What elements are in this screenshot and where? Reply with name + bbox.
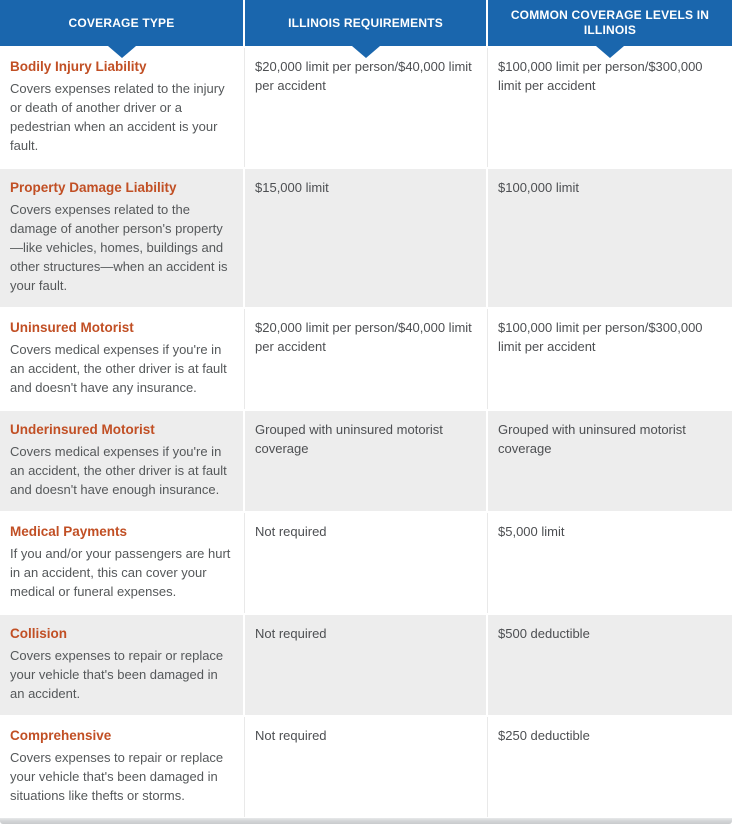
coverage-type-cell: Comprehensive Covers expenses to repair o… <box>0 717 243 817</box>
coverage-type-cell: Collision Covers expenses to repair or re… <box>0 615 243 715</box>
table-bottom-shadow <box>0 818 732 824</box>
illinois-requirement-cell: Grouped with uninsured motorist coverage <box>245 411 486 511</box>
table-row: Underinsured Motorist Covers medical expe… <box>0 411 732 511</box>
header-coverage-type: COVERAGE TYPE <box>0 0 243 58</box>
illinois-requirement-cell: $15,000 limit <box>245 169 486 307</box>
table-row: Uninsured Motorist Covers medical expense… <box>0 309 732 409</box>
table-row: Property Damage Liability Covers expenses… <box>0 169 732 307</box>
coverage-type-cell: Uninsured Motorist Covers medical expense… <box>0 309 243 409</box>
coverage-type-description: Covers expenses to repair or replace you… <box>10 750 224 803</box>
arrow-down-icon <box>107 46 136 58</box>
coverage-type-cell: Bodily Injury Liability Covers expenses r… <box>0 48 243 167</box>
arrow-down-icon <box>351 46 380 58</box>
coverage-type-title: Comprehensive <box>10 728 112 743</box>
coverage-type-title: Uninsured Motorist <box>10 320 134 335</box>
common-coverage-level-cell: $5,000 limit <box>488 513 732 613</box>
coverage-type-cell: Underinsured Motorist Covers medical expe… <box>0 411 243 511</box>
arrow-down-icon <box>596 46 624 58</box>
coverage-type-title: Medical Payments <box>10 524 128 539</box>
coverage-type-description: If you and/or your passengers are hurt i… <box>10 546 231 599</box>
illinois-requirement-cell: $20,000 limit per person/$40,000 limit p… <box>245 48 486 167</box>
coverage-type-cell: Property Damage Liability Covers expenses… <box>0 169 243 307</box>
table-row: Medical Payments If you and/or your passe… <box>0 513 732 613</box>
common-coverage-level-cell: Grouped with uninsured motorist coverage <box>488 411 732 511</box>
coverage-type-title: Collision <box>10 626 67 641</box>
table-row: Comprehensive Covers expenses to repair o… <box>0 717 732 817</box>
coverage-type-description: Covers expenses to repair or replace you… <box>10 648 224 701</box>
header-illinois-requirements-label: ILLINOIS REQUIREMENTS <box>288 15 443 30</box>
common-coverage-level-cell: $250 deductible <box>488 717 732 817</box>
coverage-type-title: Bodily Injury Liability <box>10 59 147 74</box>
table-row: Collision Covers expenses to repair or re… <box>0 615 732 715</box>
header-common-coverage-levels-label: COMMON COVERAGE LEVELS IN ILLINOIS <box>510 8 710 37</box>
common-coverage-level-cell: $100,000 limit per person/$300,000 limit… <box>488 48 732 167</box>
coverage-type-title: Underinsured Motorist <box>10 422 155 437</box>
coverage-type-description: Covers medical expenses if you're in an … <box>10 342 227 395</box>
coverage-type-title: Property Damage Liability <box>10 180 177 195</box>
illinois-requirement-cell: Not required <box>245 615 486 715</box>
common-coverage-level-cell: $500 deductible <box>488 615 732 715</box>
table-row: Bodily Injury Liability Covers expenses r… <box>0 48 732 167</box>
table-body: Bodily Injury Liability Covers expenses r… <box>0 48 732 817</box>
table-header-row: COVERAGE TYPE ILLINOIS REQUIREMENTS COMM… <box>0 0 732 58</box>
coverage-type-cell: Medical Payments If you and/or your passe… <box>0 513 243 613</box>
illinois-requirement-cell: $20,000 limit per person/$40,000 limit p… <box>245 309 486 409</box>
common-coverage-level-cell: $100,000 limit per person/$300,000 limit… <box>488 309 732 409</box>
illinois-requirement-cell: Not required <box>245 717 486 817</box>
coverage-type-description: Covers medical expenses if you're in an … <box>10 444 227 497</box>
common-coverage-level-cell: $100,000 limit <box>488 169 732 307</box>
coverage-type-description: Covers expenses related to the injury or… <box>10 81 225 153</box>
header-illinois-requirements: ILLINOIS REQUIREMENTS <box>245 0 486 58</box>
illinois-requirement-cell: Not required <box>245 513 486 613</box>
coverage-type-description: Covers expenses related to the damage of… <box>10 202 228 293</box>
header-coverage-type-label: COVERAGE TYPE <box>68 15 175 30</box>
header-common-coverage-levels: COMMON COVERAGE LEVELS IN ILLINOIS <box>488 0 732 58</box>
